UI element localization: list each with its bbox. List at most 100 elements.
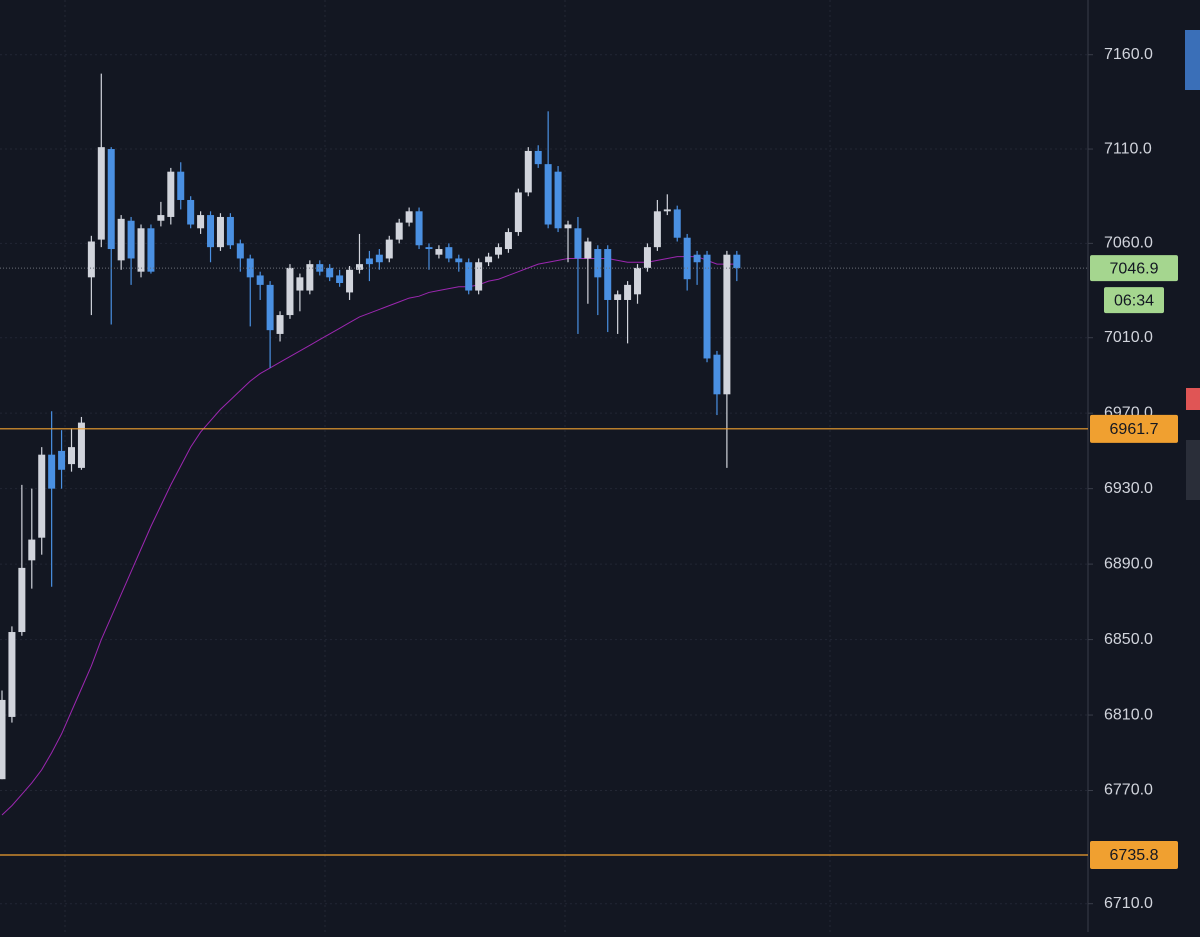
candle-body [97,147,105,240]
candle-body [226,216,234,246]
candle-body [534,150,542,165]
candle-body [167,171,175,217]
side-widget [1186,440,1200,500]
candle-body [346,269,354,293]
candle-body [256,275,264,285]
y-tick-label: 7110.0 [1104,140,1152,157]
candle-body [127,220,135,259]
countdown-box [1104,287,1164,314]
candle-body [475,262,483,291]
price-line-box [1090,841,1178,870]
candle-body [8,632,16,717]
candle-body [604,249,612,300]
candle-body [723,254,731,395]
candle-body [117,218,125,261]
price-line-label: 6961.7 [1110,421,1159,438]
candle-body [77,422,85,468]
candle-body [197,215,205,229]
candle-body [326,267,334,278]
y-tick-label: 6850.0 [1104,631,1153,648]
candle-body [465,262,473,291]
candle-body [18,567,26,633]
side-widget [1186,388,1200,410]
candle-body [524,150,532,193]
candle-body [584,241,592,259]
candle-body [634,267,642,295]
candle-body [693,254,701,263]
last-price-box [1090,255,1178,282]
candle-body [48,454,56,489]
candle-body [137,228,145,272]
candle-body [276,315,284,334]
candle-body [673,209,681,238]
candle-body [544,164,552,225]
candle-body [385,239,393,259]
candle-body [455,258,463,263]
candle-body [58,450,66,470]
y-tick-label: 7060.0 [1104,235,1153,252]
candle-body [703,254,711,359]
countdown-label: 06:34 [1114,292,1154,309]
y-tick-label: 6710.0 [1104,895,1153,912]
candle-body [554,171,562,229]
candle-body [614,294,622,300]
candle-body [38,454,46,538]
candle-body [663,209,671,212]
candle-body [733,254,741,269]
candle-body [643,247,651,268]
candle-body [574,228,582,259]
candle-body [246,258,254,278]
candle-body [207,215,215,248]
candle-body [653,211,661,248]
candle-body [296,277,304,291]
candle-body [336,275,344,283]
candle-body [306,264,314,291]
candle-body [236,243,244,259]
price-line-label: 6735.8 [1110,847,1159,864]
candle-body [445,247,453,259]
candle-body [365,258,373,265]
candle-body [415,211,423,246]
candle-body [485,256,493,263]
candle-body [87,241,95,278]
candle-body [514,192,522,233]
candle-body [683,237,691,280]
candle-body [266,284,274,331]
candle-body [495,247,502,255]
last-price-label: 7046.9 [1110,260,1159,277]
candle-body [504,232,512,250]
y-tick-label: 7010.0 [1104,329,1153,346]
candle-body [395,222,403,240]
y-tick-label: 6930.0 [1104,480,1153,497]
candle-body [28,539,36,561]
candle-body [177,171,185,200]
candle-body [0,699,6,780]
candle-body [316,264,324,272]
side-widget [1185,30,1200,90]
candle-body [564,224,572,229]
y-tick-label: 7160.0 [1104,46,1153,63]
candle-body [713,354,721,395]
candle-body [594,249,602,278]
y-tick-label: 6890.0 [1104,555,1153,572]
candle-body [147,228,155,272]
candle-body [68,447,76,465]
candle-body [425,247,433,250]
moving-average [1,256,737,816]
candle-body [286,267,294,316]
candle-body [157,215,165,221]
candle-body [624,284,632,300]
candle-body [216,216,224,248]
candle-body [107,149,115,250]
price-line-box [1090,414,1178,443]
candle-body [355,264,363,270]
candle-body [375,254,383,263]
candle-body [405,211,413,223]
candle-body [435,249,443,255]
y-tick-label: 6770.0 [1104,782,1153,799]
candle-body [187,199,195,225]
y-tick-label: 6810.0 [1104,706,1153,723]
